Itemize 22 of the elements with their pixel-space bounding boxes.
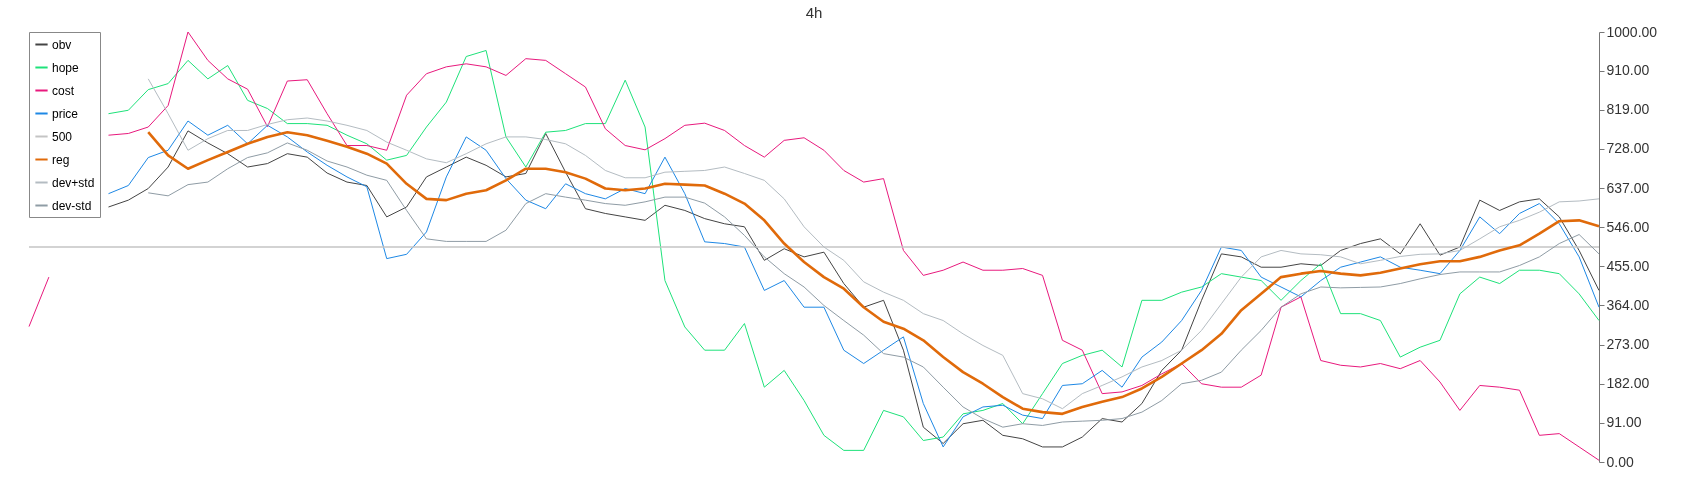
- legend-label: dev-std: [52, 198, 92, 213]
- legend-label: cost: [52, 83, 75, 98]
- legend-label: price: [52, 106, 79, 121]
- chart-title: 4h: [805, 4, 823, 21]
- line-series: [147, 78, 1600, 410]
- y-tick-label: 637.00: [1606, 179, 1650, 196]
- legend-label: hope: [52, 60, 80, 75]
- y-tick-label: 546.00: [1606, 218, 1650, 235]
- y-tick-label: 0.00: [1606, 453, 1634, 470]
- y-tick-label: 728.00: [1606, 140, 1650, 157]
- y-tick-label: 819.00: [1606, 101, 1650, 118]
- legend-label: dev+std: [52, 175, 95, 190]
- legend-label: obv: [52, 37, 72, 52]
- legend-label: 500: [52, 129, 73, 144]
- y-tick-label: 273.00: [1606, 336, 1650, 353]
- legend-label: reg: [52, 152, 70, 167]
- y-tick-label: 1000.00: [1606, 23, 1658, 40]
- y-tick-label: 182.00: [1606, 375, 1650, 392]
- y-tick-label: 910.00: [1606, 62, 1650, 79]
- y-tick-label: 91.00: [1606, 414, 1642, 431]
- y-tick-label: 455.00: [1606, 257, 1650, 274]
- y-tick-label: 364.00: [1606, 296, 1650, 313]
